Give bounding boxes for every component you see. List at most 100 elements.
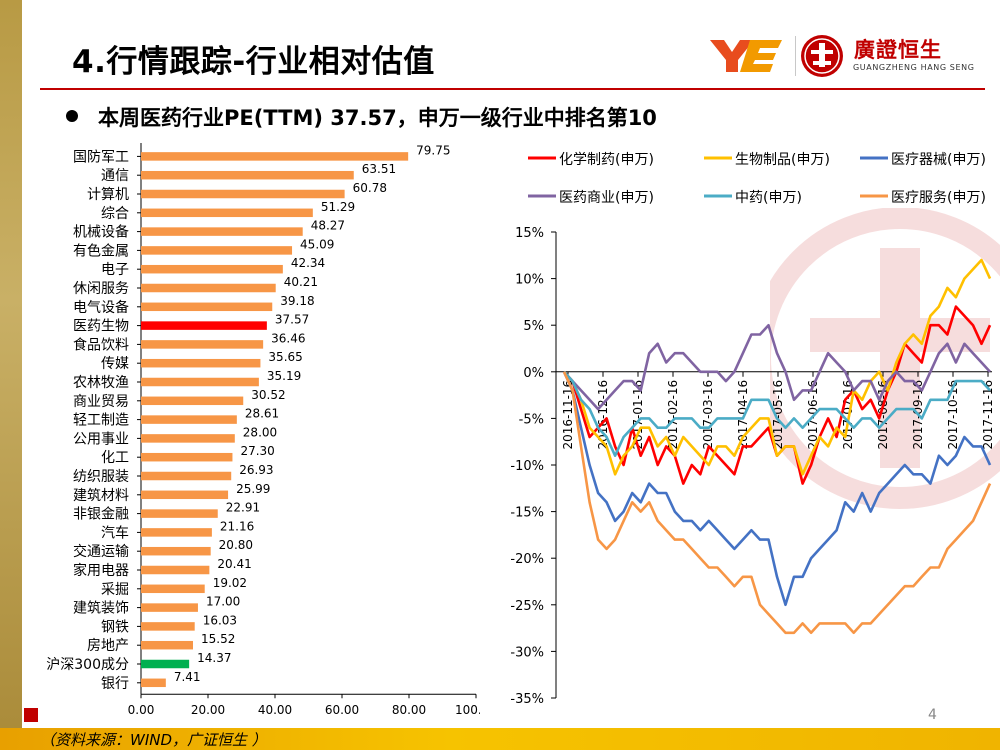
line-y-tick-label: -15% — [510, 506, 544, 521]
bar — [141, 321, 267, 330]
bar-category-label: 沪深300成分 — [46, 657, 129, 673]
legend-label: 医疗器械(申万) — [891, 152, 986, 168]
bar-category-label: 纺织服装 — [73, 469, 129, 485]
bar-category-label: 采掘 — [101, 582, 129, 598]
logo-company-name: 廣證恒生 — [854, 38, 942, 62]
line-y-tick-label: -35% — [510, 692, 544, 707]
line-y-tick-label: -30% — [510, 645, 544, 660]
bar-x-tick-label: 0.00 — [128, 703, 155, 717]
bar-category-label: 食品饮料 — [73, 336, 129, 353]
line-y-tick-label: -5% — [519, 412, 544, 427]
bar-category-label: 建筑材料 — [73, 488, 129, 504]
bar-x-tick-label: 20.00 — [191, 703, 225, 717]
bar — [141, 603, 198, 612]
bar-value-label: 15.52 — [201, 632, 235, 646]
bar-category-label: 房地产 — [87, 638, 129, 654]
line-x-tick-label: 2017-02-16 — [666, 380, 680, 450]
bar-x-tick-label: 100.00 — [455, 703, 480, 717]
bar — [141, 509, 218, 518]
bar-value-label: 7.41 — [174, 670, 201, 684]
bar-value-label: 37.57 — [275, 313, 309, 327]
bar — [141, 659, 190, 669]
bar-value-label: 79.75 — [416, 143, 450, 157]
bar-value-label: 16.03 — [203, 613, 237, 627]
bar-value-label: 27.30 — [240, 444, 274, 458]
line-y-tick-label: -20% — [510, 552, 544, 567]
bar — [141, 358, 261, 368]
bar-value-label: 60.78 — [353, 181, 387, 195]
data-source-note: （资料来源：WIND，广证恒生 ） — [40, 731, 267, 749]
bar-category-label: 国防军工 — [73, 149, 129, 165]
bar-x-tick-label: 80.00 — [392, 703, 426, 717]
bar — [141, 264, 283, 274]
series-line — [562, 371, 992, 635]
bar-category-label: 农林牧渔 — [73, 375, 129, 391]
bar-value-label: 48.27 — [311, 219, 345, 233]
bar-x-tick-label: 60.00 — [325, 703, 359, 717]
title-underline — [40, 88, 985, 90]
bar-value-label: 36.46 — [271, 331, 305, 345]
bar-value-label: 28.61 — [245, 407, 279, 421]
bar — [141, 452, 233, 462]
bar-value-label: 35.19 — [267, 369, 301, 383]
line-x-tick-label: 2016-12-16 — [596, 380, 610, 450]
line-y-tick-label: 15% — [515, 226, 544, 241]
watermark-seal-icon — [770, 208, 1000, 509]
legend-label: 生物制品(申万) — [735, 152, 830, 168]
bar — [141, 471, 232, 481]
bar-category-label: 医药生物 — [73, 319, 129, 335]
logo-company-name-en: GUANGZHENG HANG SENG — [853, 63, 975, 72]
legend-label: 化学制药(申万) — [559, 152, 654, 168]
bar-category-label: 建筑装饰 — [73, 601, 129, 617]
bar — [141, 490, 229, 500]
ye-logo-icon — [710, 40, 782, 72]
logo-separator — [795, 36, 796, 76]
bullet-dot — [66, 110, 78, 122]
line-y-tick-label: -10% — [510, 459, 544, 474]
company-seal-icon — [801, 35, 843, 77]
bar-value-label: 25.99 — [236, 482, 270, 496]
corner-red-square — [24, 708, 38, 722]
bar-category-label: 化工 — [101, 450, 129, 466]
bar — [141, 340, 264, 349]
bar-category-label: 休闲服务 — [73, 281, 129, 297]
bar — [141, 170, 354, 180]
bar-value-label: 26.93 — [239, 463, 273, 477]
bar-category-label: 轻工制造 — [73, 413, 129, 429]
bar-value-label: 35.65 — [268, 350, 302, 364]
bar-value-label: 63.51 — [362, 162, 396, 176]
line-y-tick-label: 10% — [515, 273, 544, 288]
line-x-tick-label: 2017-01-16 — [631, 380, 645, 450]
bar-category-label: 钢铁 — [101, 619, 129, 635]
bar-x-tick-label: 40.00 — [258, 703, 292, 717]
bar — [141, 246, 293, 255]
bar-category-label: 商业贸易 — [73, 394, 129, 410]
bar — [141, 396, 244, 406]
bar — [141, 678, 166, 688]
line-y-tick-label: -25% — [510, 599, 544, 614]
medical-subindustry-line-chart: 化学制药(申万) 生物制品(申万) 医疗器械(申万) 医药商业(申万) 中药(申万) 医疗… — [510, 152, 995, 707]
series-line — [563, 323, 991, 411]
bar — [141, 377, 259, 387]
left-decorative-bar — [0, 0, 22, 750]
bar-category-label: 机械设备 — [73, 224, 129, 241]
bar-value-label: 20.41 — [217, 557, 251, 571]
bar-category-label: 电气设备 — [73, 299, 129, 316]
bar-category-label: 通信 — [101, 168, 129, 184]
subtitle: 本周医药行业PE(TTM) 37.57，申万一级行业中排名第10 — [98, 106, 657, 130]
bar-category-label: 有色金属 — [73, 242, 129, 259]
series-line — [563, 370, 991, 458]
bar-value-label: 20.80 — [219, 538, 253, 552]
bar-category-label: 汽车 — [101, 524, 129, 541]
footer-bar — [0, 728, 1000, 750]
legend-label: 医疗服务(申万) — [891, 190, 986, 206]
bar-category-label: 传媒 — [101, 356, 129, 372]
bar-category-label: 家用电器 — [73, 562, 129, 579]
bar-value-label: 22.91 — [226, 501, 260, 515]
bar-category-label: 综合 — [101, 206, 129, 222]
page-title: 4.行情跟踪-行业相对估值 — [72, 44, 435, 80]
bar-value-label: 14.37 — [197, 651, 231, 665]
bar-category-label: 电子 — [101, 262, 129, 278]
bar — [141, 415, 237, 424]
bar-value-label: 51.29 — [321, 200, 355, 214]
